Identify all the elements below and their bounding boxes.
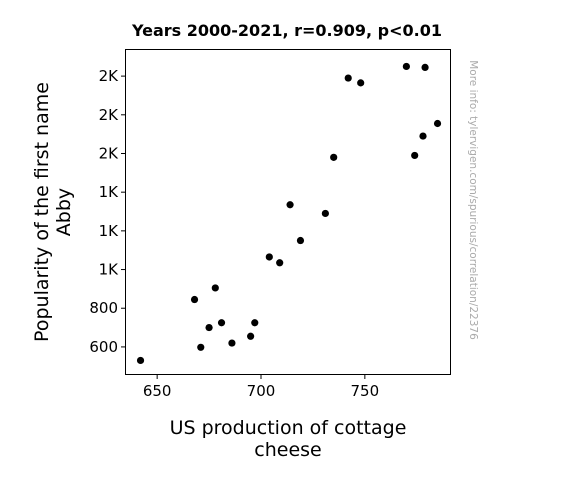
- y-tick-label: 800: [89, 299, 118, 317]
- data-point: [211, 284, 219, 292]
- data-point: [402, 62, 410, 71]
- y-tick-label: 2K: [99, 106, 120, 124]
- x-axis-label-line-2: cheese: [254, 439, 321, 461]
- x-tick-label: 650: [143, 382, 172, 400]
- x-tick-label: 700: [247, 382, 276, 400]
- data-point: [265, 253, 273, 261]
- x-tick-label: 750: [351, 382, 380, 400]
- data-point: [286, 201, 294, 209]
- data-point: [357, 79, 365, 87]
- data-point: [296, 236, 305, 245]
- data-point: [197, 343, 205, 351]
- data-point: [136, 356, 145, 365]
- data-point: [247, 332, 255, 340]
- chart-title: Years 2000-2021, r=0.909, p<0.01: [131, 21, 442, 40]
- y-axis-label-line-1: Popularity of the first name: [31, 82, 53, 342]
- data-point: [411, 151, 419, 160]
- data-point: [330, 153, 338, 161]
- data-point: [321, 209, 329, 218]
- data-point: [251, 319, 259, 327]
- y-tick-label: 1K: [99, 261, 120, 279]
- data-point: [205, 323, 213, 332]
- y-tick-label: 1K: [99, 183, 120, 201]
- x-axis-label-line-1: US production of cottage: [170, 417, 407, 439]
- data-points: [136, 62, 442, 365]
- watermark-text: More info: tylervigen.com/spurious/corre…: [467, 60, 479, 340]
- data-point: [217, 319, 226, 327]
- y-tick-label: 600: [89, 338, 118, 356]
- y-tick-label: 2K: [99, 67, 120, 85]
- y-axis: 600 800 1K 1K 1K 2K 2K 2K: [89, 67, 126, 356]
- y-tick-label: 1K: [99, 222, 120, 240]
- plot-frame: [125, 49, 451, 375]
- data-point: [276, 259, 284, 267]
- y-axis-label-line-2: Abby: [53, 188, 75, 236]
- data-point: [228, 339, 236, 347]
- y-tick-label: 2K: [99, 144, 120, 162]
- data-point: [190, 295, 199, 304]
- data-point: [433, 119, 442, 128]
- data-point: [344, 74, 352, 82]
- data-point: [419, 132, 427, 140]
- x-axis: 650 700 750: [143, 374, 379, 400]
- data-point: [421, 63, 429, 72]
